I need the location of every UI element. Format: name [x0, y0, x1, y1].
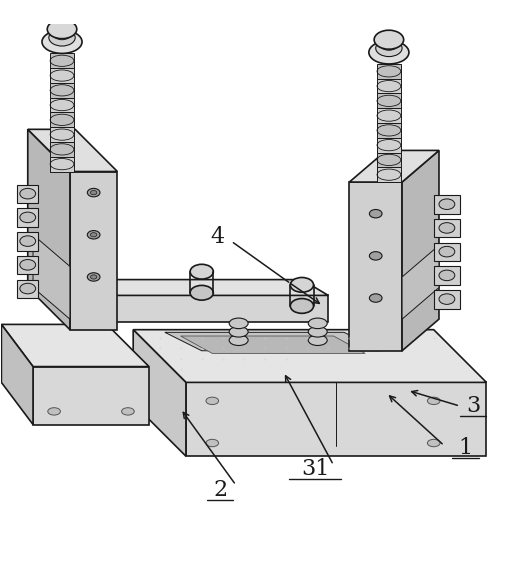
Polygon shape [181, 336, 365, 354]
Ellipse shape [376, 40, 402, 56]
Polygon shape [17, 185, 38, 203]
Ellipse shape [20, 212, 36, 223]
Polygon shape [434, 266, 460, 285]
Polygon shape [377, 108, 401, 123]
Ellipse shape [91, 275, 97, 279]
Polygon shape [402, 246, 439, 319]
Polygon shape [133, 329, 186, 456]
Ellipse shape [47, 20, 77, 39]
Ellipse shape [439, 199, 455, 209]
Polygon shape [17, 279, 38, 298]
Polygon shape [28, 129, 117, 171]
Ellipse shape [439, 223, 455, 233]
Polygon shape [434, 243, 460, 261]
Polygon shape [81, 279, 107, 322]
Ellipse shape [369, 209, 382, 218]
Polygon shape [28, 129, 70, 329]
Polygon shape [434, 290, 460, 309]
Ellipse shape [290, 298, 314, 313]
Polygon shape [434, 219, 460, 237]
Ellipse shape [290, 278, 314, 292]
Ellipse shape [229, 335, 248, 346]
Polygon shape [50, 157, 74, 171]
Polygon shape [165, 332, 381, 351]
Ellipse shape [308, 335, 327, 346]
Ellipse shape [87, 231, 100, 239]
Polygon shape [2, 324, 33, 424]
Ellipse shape [91, 233, 97, 237]
Ellipse shape [229, 318, 248, 329]
Polygon shape [107, 296, 328, 322]
Ellipse shape [229, 327, 248, 337]
Polygon shape [50, 113, 74, 127]
Text: 31: 31 [301, 458, 329, 480]
Polygon shape [70, 171, 117, 329]
Ellipse shape [49, 29, 75, 46]
Polygon shape [2, 324, 149, 367]
Ellipse shape [369, 252, 382, 260]
Ellipse shape [87, 189, 100, 197]
Ellipse shape [379, 37, 399, 50]
Polygon shape [349, 151, 439, 182]
Ellipse shape [42, 30, 82, 53]
Ellipse shape [20, 283, 36, 294]
Polygon shape [17, 208, 38, 227]
Polygon shape [50, 142, 74, 157]
Ellipse shape [369, 41, 409, 64]
Polygon shape [377, 167, 401, 182]
Polygon shape [17, 232, 38, 251]
Polygon shape [349, 182, 402, 351]
Ellipse shape [308, 327, 327, 337]
Ellipse shape [87, 273, 100, 281]
Ellipse shape [308, 318, 327, 329]
Ellipse shape [20, 189, 36, 199]
Ellipse shape [374, 30, 404, 49]
Polygon shape [17, 256, 38, 274]
Ellipse shape [427, 439, 440, 447]
Polygon shape [377, 79, 401, 94]
Polygon shape [186, 382, 487, 456]
Ellipse shape [190, 285, 214, 300]
Polygon shape [377, 123, 401, 138]
Polygon shape [50, 68, 74, 83]
Ellipse shape [206, 397, 218, 405]
Ellipse shape [206, 439, 218, 447]
Polygon shape [377, 64, 401, 79]
Ellipse shape [121, 408, 134, 415]
Ellipse shape [48, 408, 60, 415]
Polygon shape [133, 329, 487, 382]
Polygon shape [377, 94, 401, 108]
Ellipse shape [52, 27, 72, 40]
Text: 4: 4 [210, 227, 225, 248]
Polygon shape [434, 196, 460, 214]
Ellipse shape [91, 190, 97, 195]
Ellipse shape [439, 294, 455, 304]
Text: 2: 2 [213, 480, 227, 501]
Polygon shape [33, 367, 149, 424]
Polygon shape [377, 152, 401, 167]
Ellipse shape [439, 246, 455, 257]
Ellipse shape [20, 236, 36, 246]
Polygon shape [81, 279, 328, 296]
Polygon shape [33, 235, 70, 319]
Text: 3: 3 [466, 395, 480, 417]
Polygon shape [50, 98, 74, 113]
Text: 1: 1 [458, 438, 472, 459]
Ellipse shape [427, 397, 440, 405]
Polygon shape [50, 127, 74, 142]
Polygon shape [50, 53, 74, 68]
Ellipse shape [439, 270, 455, 281]
Ellipse shape [20, 259, 36, 270]
Ellipse shape [190, 264, 214, 279]
Ellipse shape [369, 294, 382, 302]
Polygon shape [377, 138, 401, 152]
Polygon shape [402, 151, 439, 351]
Polygon shape [50, 83, 74, 98]
